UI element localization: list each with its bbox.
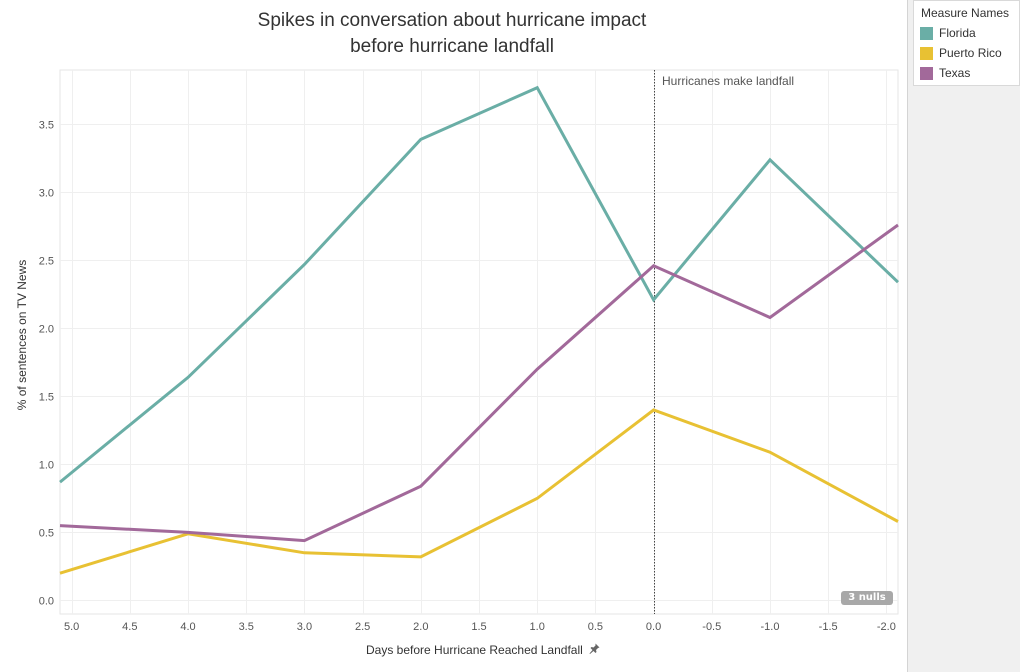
series-line-texas xyxy=(59,223,899,543)
y-tick-label: 2.5 xyxy=(39,255,54,267)
x-tick-label: 5.0 xyxy=(64,621,79,633)
y-tick-label: 3.5 xyxy=(39,119,54,131)
y-tick-label: 1.5 xyxy=(39,391,54,403)
x-tick-label: 0.5 xyxy=(588,621,603,633)
legend-item-texas[interactable]: Texas xyxy=(914,63,1019,83)
legend-item-florida[interactable]: Florida xyxy=(914,23,1019,43)
x-tick-label: 0.0 xyxy=(646,621,661,633)
legend-swatch-texas xyxy=(920,66,933,80)
pin-icon[interactable] xyxy=(589,643,600,657)
x-tick-label: -1.5 xyxy=(819,621,838,633)
x-tick-label: 2.0 xyxy=(413,621,428,633)
x-axis-title-text: Days before Hurricane Reached Landfall xyxy=(366,643,583,657)
chart-title-line-1: Spikes in conversation about hurricane i… xyxy=(257,10,647,31)
x-tick-label: 4.0 xyxy=(180,621,195,633)
legend-label-texas: Texas xyxy=(939,66,971,80)
chart-title: Spikes in conversation about hurricane i… xyxy=(60,8,844,60)
x-tick-label: 2.5 xyxy=(355,621,370,633)
x-tick-label: 1.5 xyxy=(471,621,486,633)
series-line-florida xyxy=(59,85,900,484)
axis-layer: 5.0 4.5 4.0 3.5 3.0 2.5 2.0 1.5 1.0 0.5 0.0 -0.5 -1.… xyxy=(39,70,896,633)
chart-title-line-2: before hurricane landfall xyxy=(350,36,554,57)
y-tick-label: 1.0 xyxy=(39,459,54,471)
legend-item-puerto-rico[interactable]: Puerto Rico xyxy=(914,43,1019,63)
legend-swatch-florida xyxy=(920,26,933,40)
y-axis-title: % of sentences on TV News xyxy=(15,259,29,411)
y-tick-label: 3.0 xyxy=(39,187,54,199)
y-tick-label: 0.0 xyxy=(39,595,54,607)
x-axis-title[interactable]: Days before Hurricane Reached Landfall xyxy=(366,643,600,657)
legend: Measure Names Florida Puerto Rico Texas xyxy=(913,0,1020,86)
landfall-annotation: Hurricanes make landfall xyxy=(662,74,795,88)
x-tick-label: -2.0 xyxy=(877,621,896,633)
series-line-puerto-rico xyxy=(59,408,899,575)
x-tick-label: -1.0 xyxy=(760,621,779,633)
x-tick-label: 3.5 xyxy=(239,621,254,633)
x-tick-label: 3.0 xyxy=(297,621,312,633)
legend-label-puerto-rico: Puerto Rico xyxy=(939,46,1002,60)
y-tick-label: 0.5 xyxy=(39,527,54,539)
legend-swatch-puerto-rico xyxy=(920,46,933,60)
series-layer xyxy=(59,85,900,575)
x-tick-label: -0.5 xyxy=(702,621,721,633)
y-tick-label: 2.0 xyxy=(39,323,54,335)
side-panel xyxy=(907,0,1020,672)
x-tick-label: 1.0 xyxy=(530,621,545,633)
x-tick-label: 4.5 xyxy=(122,621,137,633)
legend-label-florida: Florida xyxy=(939,26,976,40)
nulls-badge[interactable]: 3 nulls xyxy=(841,591,893,605)
legend-title: Measure Names xyxy=(921,6,1010,20)
